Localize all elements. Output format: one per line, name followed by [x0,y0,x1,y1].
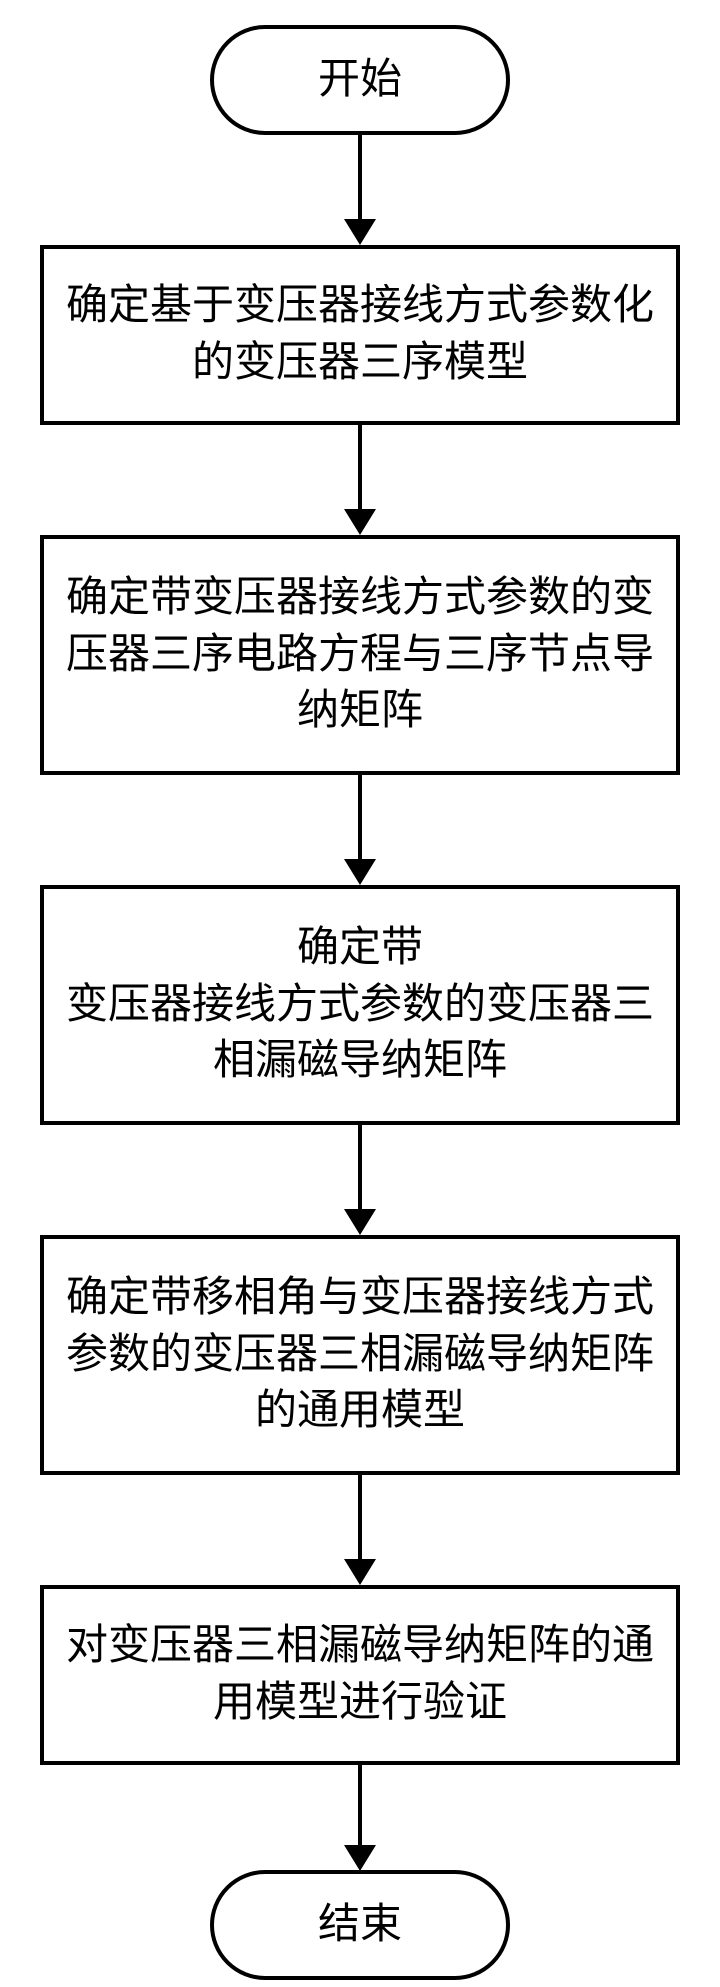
terminal-end: 结束 [210,1870,510,1980]
process-step4: 确定带移相角与变压器接线方式参数的变压器三相漏磁导纳矩阵的通用模型 [40,1235,680,1475]
process-step4-label: 确定带移相角与变压器接线方式参数的变压器三相漏磁导纳矩阵的通用模型 [64,1270,656,1440]
arrow-5 [344,1475,376,1585]
arrow-1 [344,135,376,245]
process-step3: 确定带 变压器接线方式参数的变压器三相漏磁导纳矩阵 [40,885,680,1125]
flowchart-container: 开始 确定基于变压器接线方式参数化的变压器三序模型 确定带变压器接线方式参数的变… [0,0,720,1987]
arrow-4 [344,1125,376,1235]
process-step2: 确定带变压器接线方式参数的变压器三序电路方程与三序节点导纳矩阵 [40,535,680,775]
process-step3-label: 确定带 变压器接线方式参数的变压器三相漏磁导纳矩阵 [64,920,656,1090]
process-step5-label: 对变压器三相漏磁导纳矩阵的通用模型进行验证 [64,1618,656,1731]
arrow-2 [344,425,376,535]
arrow-3 [344,775,376,885]
terminal-start-label: 开始 [318,52,402,109]
process-step5: 对变压器三相漏磁导纳矩阵的通用模型进行验证 [40,1585,680,1765]
process-step2-label: 确定带变压器接线方式参数的变压器三序电路方程与三序节点导纳矩阵 [64,570,656,740]
process-step1: 确定基于变压器接线方式参数化的变压器三序模型 [40,245,680,425]
arrow-6 [344,1765,376,1871]
process-step1-label: 确定基于变压器接线方式参数化的变压器三序模型 [64,278,656,391]
terminal-end-label: 结束 [318,1897,402,1954]
terminal-start: 开始 [210,25,510,135]
